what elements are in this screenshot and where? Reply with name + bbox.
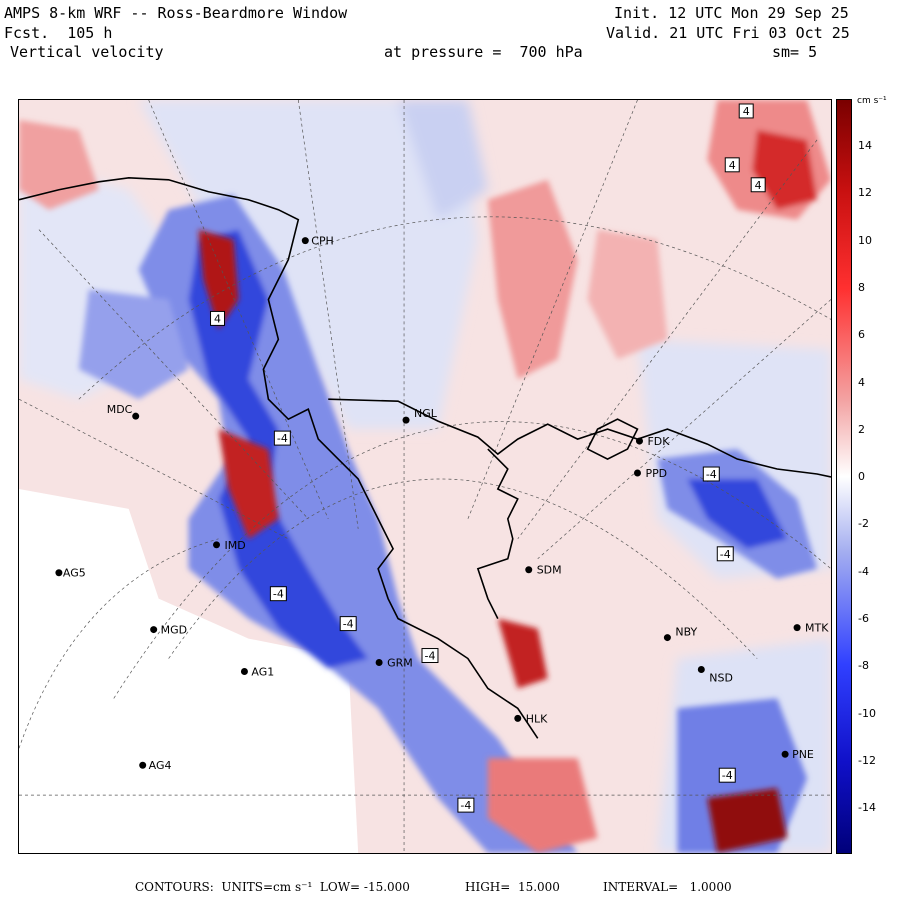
field-name: Vertical velocity [10,43,164,61]
upward-motion-areas [19,100,831,853]
svg-text:NGL: NGL [414,407,438,420]
graticule [19,100,831,853]
station-mtk: MTK [793,622,829,635]
downward-motion-bands [78,194,818,853]
svg-text:HLK: HLK [526,712,548,725]
station-sdm: SDM [525,564,562,577]
svg-text:-4: -4 [277,432,288,445]
colorbar-tick-label: -14 [858,801,876,815]
station-ag5: AG5 [55,567,86,580]
station-pne: PNE [781,748,814,761]
colorbar-tick-label: 2 [858,422,865,436]
footer-contours: CONTOURS: UNITS=cm s⁻¹ LOW= -15.000 [135,880,410,894]
contour-labels: 4 4 4 4 -4 -4 -4 -4 -4 -4 -4 -4 [210,103,766,813]
station-ag4: AG4 [139,759,171,772]
init-time: Init. 12 UTC Mon 29 Sep 25 [614,4,849,22]
contour-label: -4 [339,616,357,632]
station-mgd: MGD [150,624,187,637]
station-imd: IMD [213,539,246,552]
svg-text:-4: -4 [722,769,733,782]
svg-text:NBY: NBY [675,626,697,639]
svg-text:MTK: MTK [805,622,829,635]
svg-text:AG1: AG1 [251,665,274,678]
svg-text:GRM: GRM [387,656,413,669]
contour-label: -4 [457,797,475,813]
colorbar-tick-label: -6 [858,612,869,625]
stations: CPH MDC NGL FDK PPD IMD AG5 SDM MGD NBY … [55,235,829,772]
colorbar-tick-label: 10 [858,233,872,247]
forecast-hour: Fcst. 105 h [4,24,113,42]
station-hlk: HLK [514,712,548,725]
svg-text:-4: -4 [273,588,284,601]
station-ag1: AG1 [240,665,274,678]
svg-text:PPD: PPD [645,467,667,480]
colorbar-tick-label: -4 [858,564,869,578]
contour-label: -4 [421,648,439,664]
valid-time: Valid. 21 UTC Fri 03 Oct 25 [606,24,850,42]
svg-text:AG5: AG5 [63,567,86,580]
svg-text:4: 4 [743,105,750,118]
colorbar-tick-label: 0 [858,470,865,484]
svg-text:MGD: MGD [161,624,187,637]
colorbar-tick-label: -12 [858,753,876,767]
svg-text:-4: -4 [720,548,731,561]
model-title: AMPS 8-km WRF -- Ross-Beardmore Window [4,4,348,22]
vertical-velocity-map: 4 4 4 4 -4 -4 -4 -4 -4 -4 -4 -4 CPH MDC … [18,99,832,854]
station-cph: CPH [301,235,334,248]
svg-text:AG4: AG4 [149,759,172,772]
svg-text:SDM: SDM [537,564,562,577]
footer-interval: INTERVAL= 1.0000 [603,880,732,894]
smoothing: sm= 5 [772,43,818,61]
svg-text:NSD: NSD [709,671,733,684]
svg-text:FDK: FDK [647,435,670,448]
pressure-level: at pressure = 700 hPa [384,43,583,61]
svg-text:-4: -4 [425,650,436,663]
colorbar-tick-label: -10 [858,706,876,720]
contour-label: -4 [702,466,720,482]
contour-label: -4 [716,546,734,562]
svg-text:IMD: IMD [224,539,245,552]
station-grm: GRM [375,656,413,669]
contour-label: -4 [718,767,736,783]
colorbar-tick-label: 4 [858,375,865,389]
colorbar-units: cm s⁻¹ [857,96,887,106]
station-nby: NBY [663,626,698,642]
colorbar-tick-label: 8 [858,280,865,294]
colorbar-tick-label: 12 [858,186,872,200]
contour-label: -4 [269,586,287,602]
svg-text:PNE: PNE [792,748,814,761]
coastline [19,176,831,739]
station-nsd: NSD [697,665,733,684]
svg-text:4: 4 [729,159,736,172]
station-ngl: NGL [402,407,438,424]
contour-label: -4 [273,430,291,446]
svg-text:4: 4 [755,179,762,192]
colorbar-tick-label: -8 [858,659,869,673]
contour-label: 4 [750,177,766,193]
colorbar-tick-label: 6 [858,328,865,342]
colorbar-tick-label: 14 [858,139,872,152]
svg-text:4: 4 [214,312,221,325]
svg-text:CPH: CPH [311,235,334,248]
no-data-region [19,488,359,853]
svg-text:-4: -4 [706,468,717,481]
footer-high: HIGH= 15.000 [465,880,560,894]
station-fdk: FDK [635,435,670,448]
contour-label: 4 [210,310,225,326]
station-mdc: MDC [107,403,140,420]
svg-text:MDC: MDC [107,403,133,416]
station-ppd: PPD [633,467,667,480]
contour-label: 4 [724,157,740,173]
contour-label: 4 [738,103,754,119]
colorbar [836,99,852,854]
colorbar-tick-label: -2 [858,517,869,531]
svg-text:-4: -4 [460,799,471,812]
svg-text:-4: -4 [343,618,354,631]
